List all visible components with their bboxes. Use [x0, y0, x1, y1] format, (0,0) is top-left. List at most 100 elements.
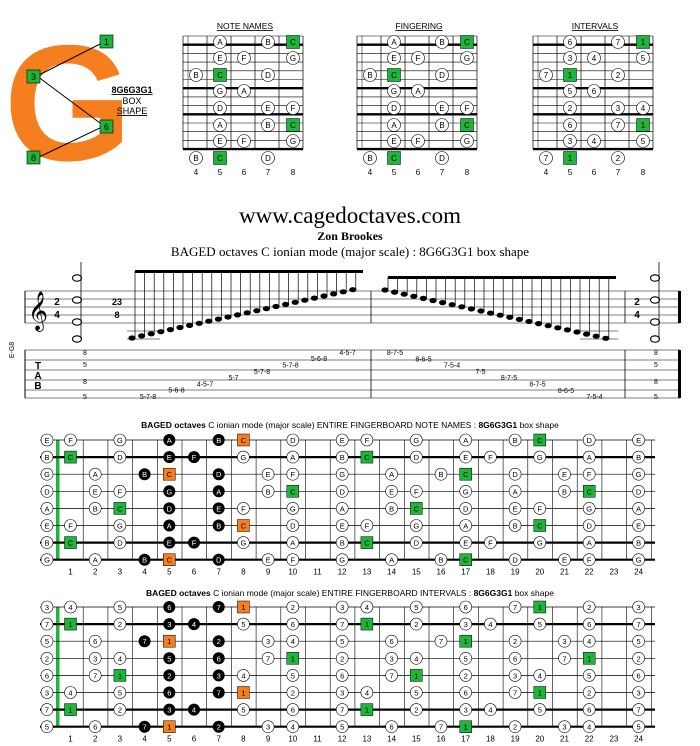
fret-number: 8 — [241, 568, 246, 577]
scale-note — [477, 308, 485, 314]
note-label: 2 — [217, 723, 221, 732]
mini-note-label: D — [439, 154, 445, 163]
open-string-label: 7 — [45, 620, 49, 629]
scale-note — [563, 327, 572, 333]
box-note-marker — [163, 669, 176, 682]
note-label: 1 — [464, 637, 468, 646]
chord-note — [649, 274, 661, 282]
box-note-marker — [188, 451, 200, 464]
open-string-label: E — [44, 522, 49, 531]
note-marker — [286, 467, 300, 481]
note-marker — [508, 467, 522, 481]
note-label: C — [537, 522, 543, 531]
mini-note-marker — [213, 84, 227, 98]
note-label: F — [291, 470, 296, 479]
root-marker — [582, 652, 596, 665]
note-marker — [434, 553, 448, 567]
note-marker — [409, 703, 423, 716]
note-label: G — [586, 504, 592, 513]
note-label: F — [587, 556, 592, 565]
note-label: F — [118, 487, 123, 496]
fret-number: 16 — [437, 568, 446, 577]
note-marker — [434, 467, 448, 481]
note-label: 2 — [167, 671, 171, 680]
root-marker — [459, 634, 472, 648]
fret-number: 1 — [68, 568, 73, 577]
mini-note-label: G — [217, 87, 223, 96]
note-label: 6 — [291, 620, 295, 629]
mini-note-label: G — [391, 87, 397, 96]
time-sig-top: 2 — [634, 297, 640, 308]
note-marker — [286, 536, 300, 549]
note-label: A — [513, 487, 518, 496]
note-label: 3 — [464, 620, 468, 629]
note-marker — [582, 553, 596, 567]
root-marker — [533, 686, 547, 699]
mini-fret-number: 8 — [291, 168, 296, 177]
mini-note-label: 1 — [641, 38, 646, 47]
note-label: B — [266, 487, 271, 496]
note-label: D — [586, 522, 592, 531]
fret-number: 2 — [93, 568, 98, 577]
note-marker — [335, 617, 349, 631]
box-note-marker — [188, 536, 200, 549]
note-label: E — [340, 436, 345, 445]
note-marker — [632, 450, 645, 464]
mini-root-marker — [563, 151, 577, 165]
mini-note-label: A — [415, 87, 421, 96]
mini-note-label: F — [242, 54, 247, 63]
mini-root-marker — [636, 35, 650, 49]
mini-note-marker — [261, 68, 275, 82]
note-marker — [335, 600, 349, 614]
note-label: G — [339, 470, 345, 479]
note-label: 2 — [513, 637, 517, 646]
mini-note-marker — [563, 35, 577, 49]
note-marker — [508, 651, 522, 665]
note-label: B — [142, 556, 147, 565]
note-label: C — [241, 436, 247, 445]
logo-code: 8G6G3G1 — [111, 85, 152, 95]
note-label: E — [93, 487, 98, 496]
root-marker — [286, 652, 300, 665]
time-sig-bottom: 4 — [54, 310, 60, 321]
note-marker — [335, 433, 349, 447]
note-marker — [113, 450, 127, 464]
note-label: G — [636, 556, 642, 565]
box-note-marker — [163, 601, 176, 613]
note-label: G — [339, 556, 345, 565]
fret-number: 6 — [192, 735, 197, 744]
chord-note — [649, 335, 661, 343]
mini-note-label: D — [265, 71, 271, 80]
root-marker — [64, 536, 77, 549]
note-label: D — [586, 436, 592, 445]
note-label: 4 — [241, 671, 245, 680]
note-label: A — [93, 556, 98, 565]
fret-number: 9 — [266, 568, 271, 577]
open-string-marker — [40, 536, 54, 549]
fret-number: 11 — [313, 735, 322, 744]
note-label: F — [68, 522, 73, 531]
box-note-marker — [138, 553, 151, 566]
note-marker — [632, 669, 645, 682]
mini-note-marker — [587, 51, 601, 65]
note-marker — [64, 519, 77, 532]
note-label: 4 — [192, 706, 196, 715]
mini-note-label: 1 — [568, 71, 573, 80]
note-marker — [113, 600, 127, 614]
note-label: F — [192, 539, 197, 548]
mini-fret-number: 5 — [568, 168, 573, 177]
note-label: B — [93, 504, 98, 513]
root-marker — [360, 617, 374, 631]
note-marker — [335, 519, 349, 532]
note-label: 6 — [167, 603, 171, 612]
note-label: 7 — [143, 637, 147, 646]
note-label: 1 — [241, 689, 245, 698]
note-label: 3 — [464, 706, 468, 715]
fret-number: 13 — [362, 568, 371, 577]
mini-note-marker — [435, 151, 449, 165]
mini-root-marker — [460, 118, 474, 132]
scale-note — [515, 316, 524, 322]
note-label: B — [636, 453, 641, 462]
note-marker — [484, 450, 497, 464]
open-string-label: G — [44, 470, 50, 479]
